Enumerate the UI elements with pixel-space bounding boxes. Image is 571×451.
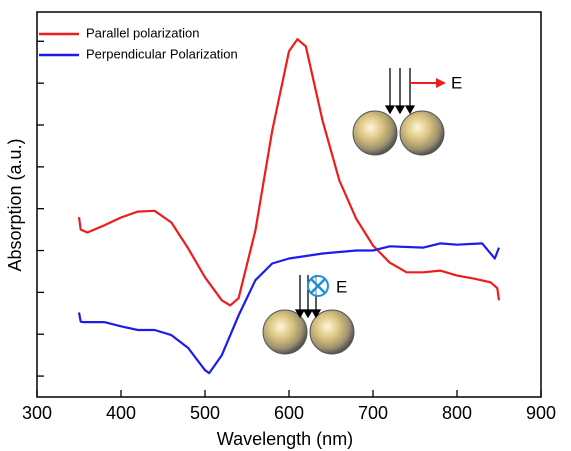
inset-parallel (352, 68, 446, 156)
inset-perpendicular (262, 275, 355, 355)
x-tick-label: 800 (442, 403, 472, 423)
x-tick-label: 900 (526, 403, 556, 423)
annotation: E (451, 73, 462, 92)
legend-label: Parallel polarization (86, 25, 199, 40)
x-tick-label: 400 (106, 403, 136, 423)
legend-label: Perpendicular Polarization (86, 46, 238, 61)
y-axis-label: Absorption (a.u.) (5, 138, 25, 271)
x-axis-label: Wavelength (nm) (217, 429, 353, 449)
x-tick-label: 600 (274, 403, 304, 423)
annotation: E (336, 277, 347, 296)
line-series (77, 242, 501, 375)
x-tick-label: 500 (190, 403, 220, 423)
line-series (77, 38, 501, 307)
x-tick-label: 700 (358, 403, 388, 423)
x-tick-label: 300 (22, 403, 52, 423)
